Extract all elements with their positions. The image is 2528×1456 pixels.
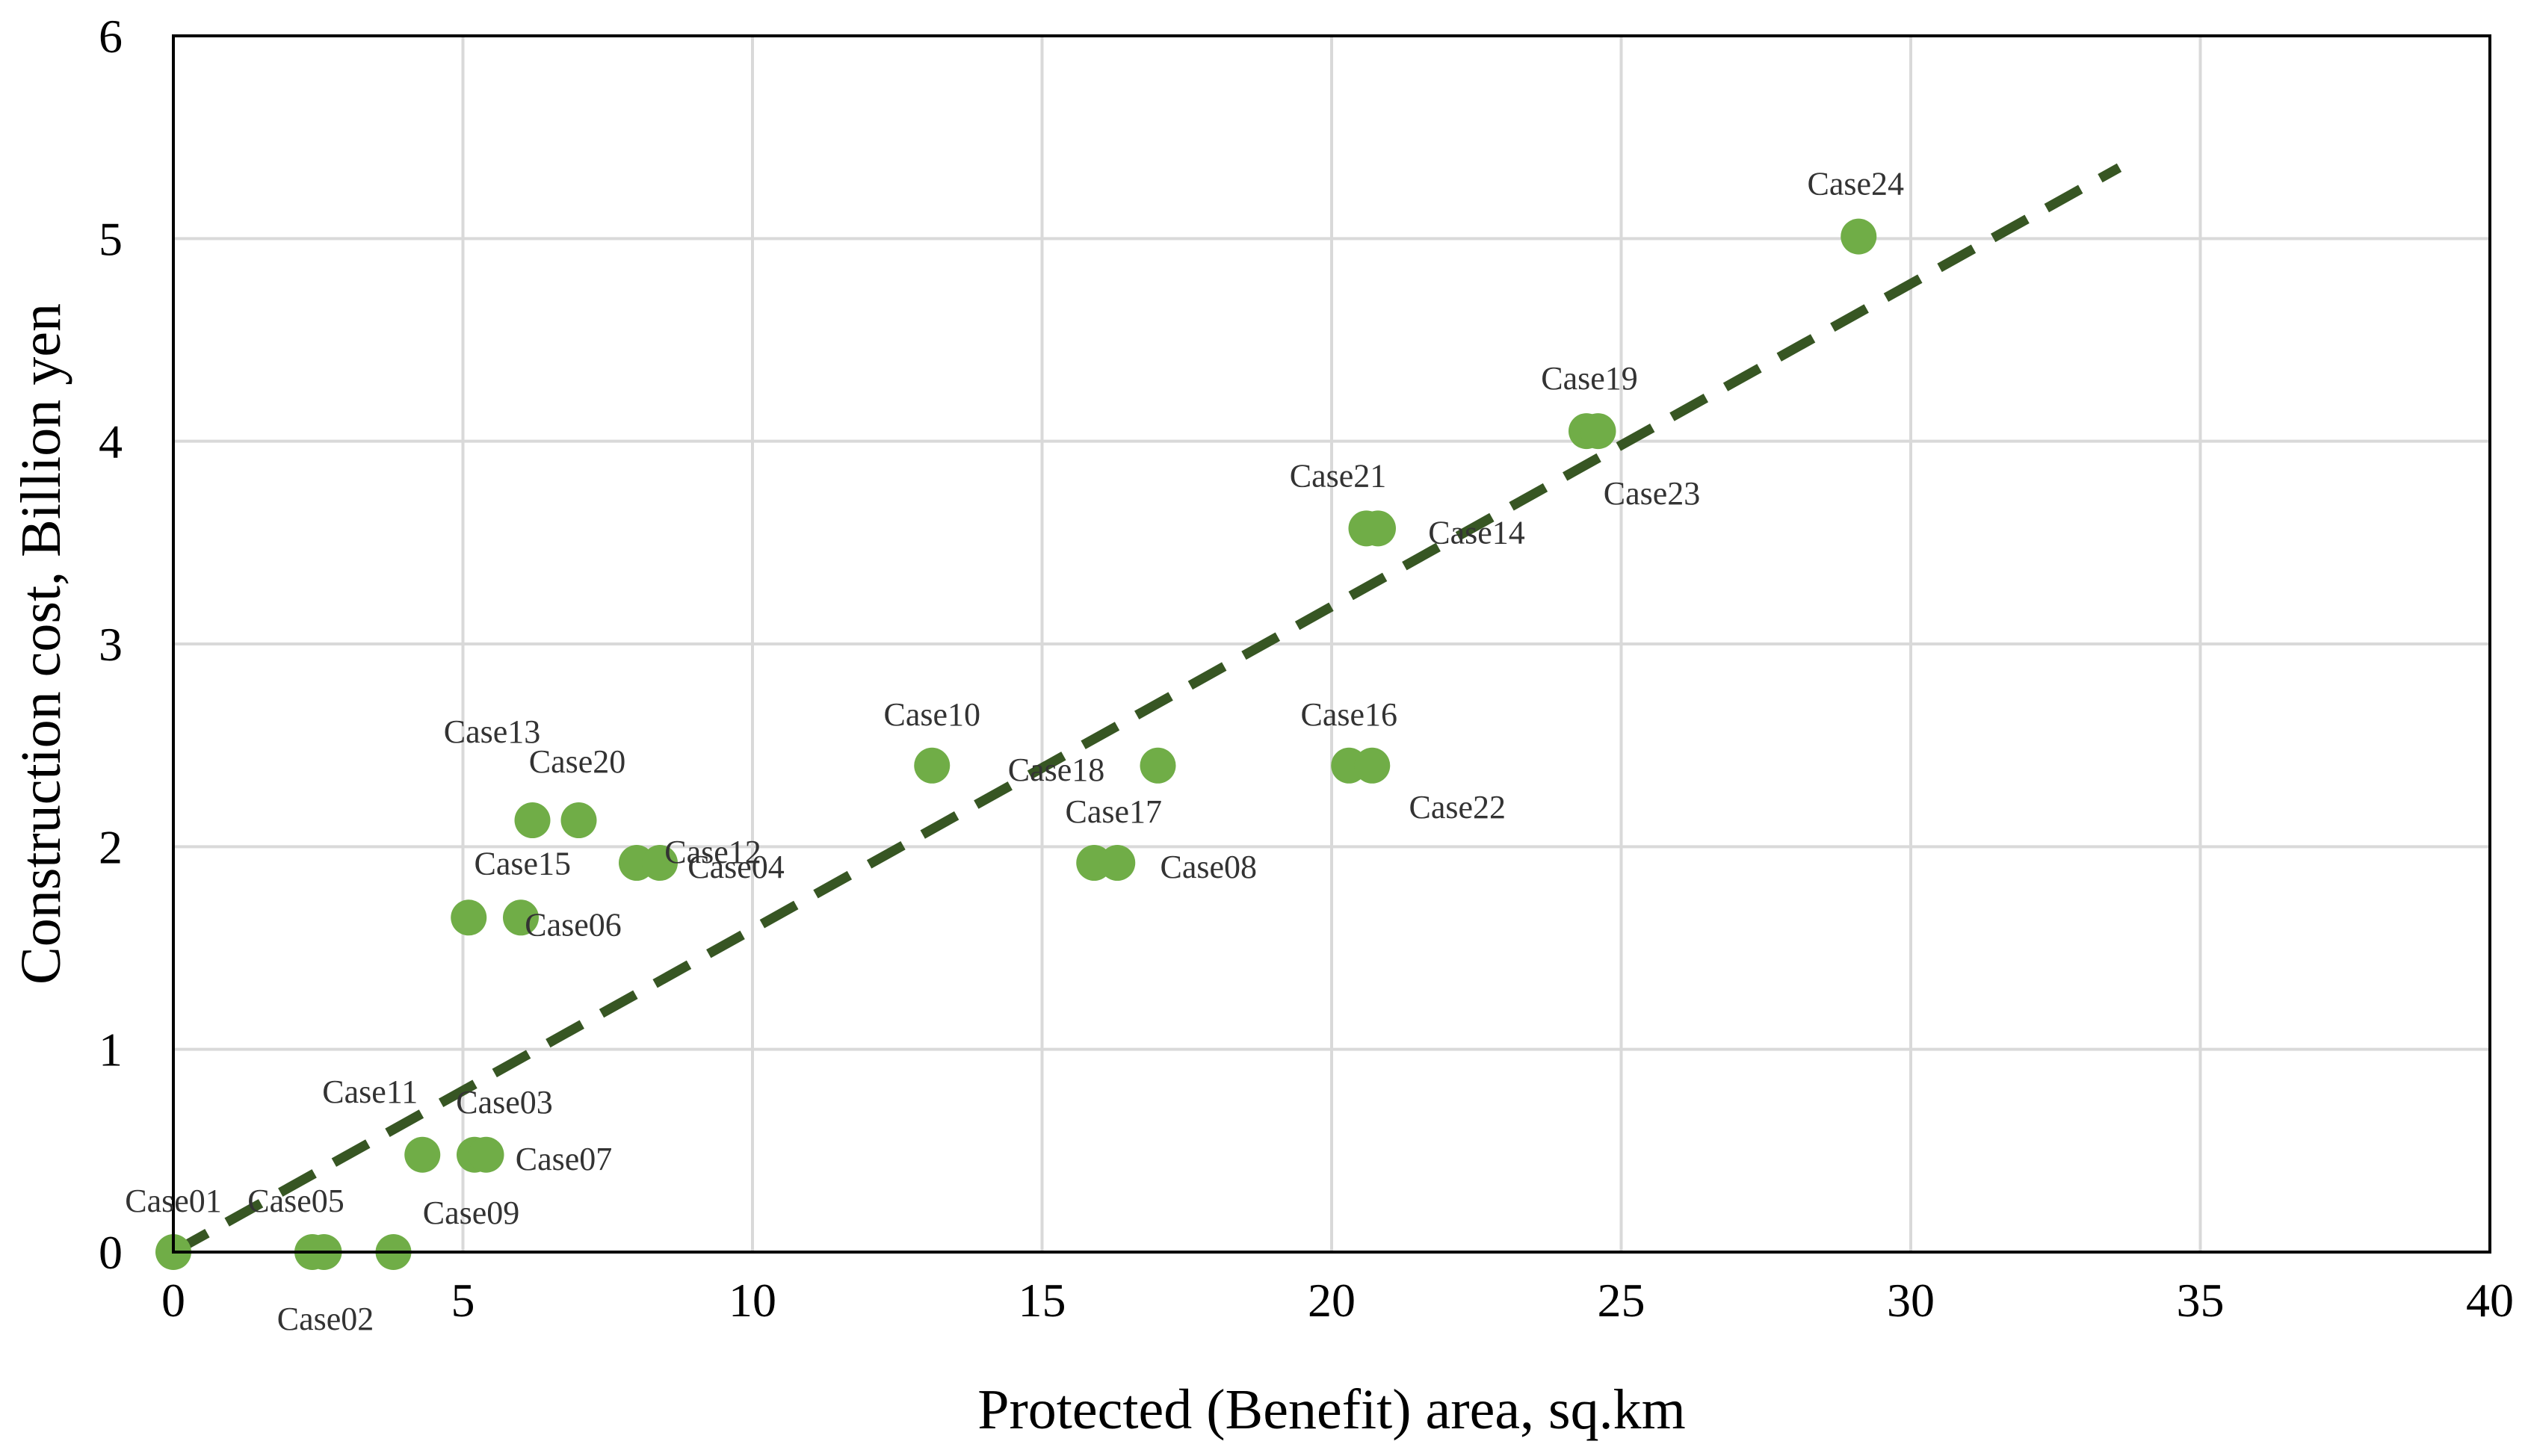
grid-lines [173,36,2490,1252]
point-label-case18: Case18 [1008,752,1105,788]
data-point-case08 [1099,845,1136,882]
y-axis-ticks: 0 1 2 3 4 5 6 [99,10,123,1279]
point-label-case01: Case01 [125,1183,222,1219]
y-tick-label: 0 [99,1226,123,1279]
y-tick-label: 2 [99,820,123,873]
data-point-case24 [1841,218,1877,255]
y-tick-label: 5 [99,212,123,265]
trendline-layer [170,163,2122,1257]
point-labels: Case01 Case02 Case05 Case09 Case11 Case03 Case… [125,166,1904,1337]
y-tick-label: 6 [99,10,123,63]
data-point-case14 [1360,510,1396,547]
point-label-case09: Case09 [423,1195,520,1231]
point-label-case24: Case24 [1807,166,1904,202]
x-tick-label: 35 [2177,1274,2225,1327]
x-tick-label: 5 [451,1274,475,1327]
data-point-case23 [1580,413,1616,450]
point-label-case23: Case23 [1604,475,1701,512]
point-label-case02: Case02 [277,1301,374,1337]
data-point-case20 [560,802,597,839]
data-point-case07 [468,1136,504,1173]
point-label-case20: Case20 [529,743,626,780]
data-point-case22 [1354,747,1391,784]
data-point-case18 [1140,747,1176,784]
x-tick-label: 40 [2466,1274,2514,1327]
x-axis-title: Protected (Benefit) area, sq.km [977,1378,1686,1441]
data-point-case13 [514,802,551,839]
data-point-case04 [642,845,678,882]
point-label-case13: Case13 [444,713,541,750]
point-label-case11: Case11 [322,1074,418,1110]
y-axis-title: Construction cost, Billion yen [10,303,72,985]
point-label-case15: Case15 [474,845,571,882]
y-tick-label: 4 [99,415,123,468]
x-tick-label: 20 [1308,1274,1356,1327]
point-label-case06: Case06 [525,906,622,943]
point-label-case10: Case10 [883,696,980,733]
plot-area-border [172,34,2491,1254]
data-point-case11 [404,1136,441,1173]
point-label-case12: Case12 [664,834,761,870]
y-tick-label: 3 [99,618,123,671]
point-label-case07: Case07 [516,1141,613,1177]
x-tick-label: 30 [1887,1274,1935,1327]
point-label-case22: Case22 [1409,789,1506,825]
point-label-case14: Case14 [1428,514,1525,551]
point-label-case03: Case03 [456,1084,553,1121]
trendline [170,163,2122,1257]
point-label-case16: Case16 [1300,696,1397,733]
data-point-case06 [503,899,539,936]
x-tick-label: 10 [729,1274,776,1327]
y-tick-label: 1 [99,1023,123,1076]
data-point-case10 [914,747,951,784]
point-label-case21: Case21 [1290,457,1387,494]
point-label-case08: Case08 [1160,849,1257,885]
x-axis-ticks: 0 5 10 15 20 25 30 35 40 [161,1274,2514,1327]
point-label-case04: Case04 [687,849,785,885]
x-tick-label: 0 [161,1274,185,1327]
points-layer [155,218,1877,1270]
x-tick-label: 15 [1019,1274,1066,1327]
point-label-case19: Case19 [1541,360,1638,397]
point-label-case17: Case17 [1065,793,1162,830]
point-label-case05: Case05 [247,1183,344,1219]
data-point-case15 [451,899,487,936]
x-tick-label: 25 [1598,1274,1645,1327]
